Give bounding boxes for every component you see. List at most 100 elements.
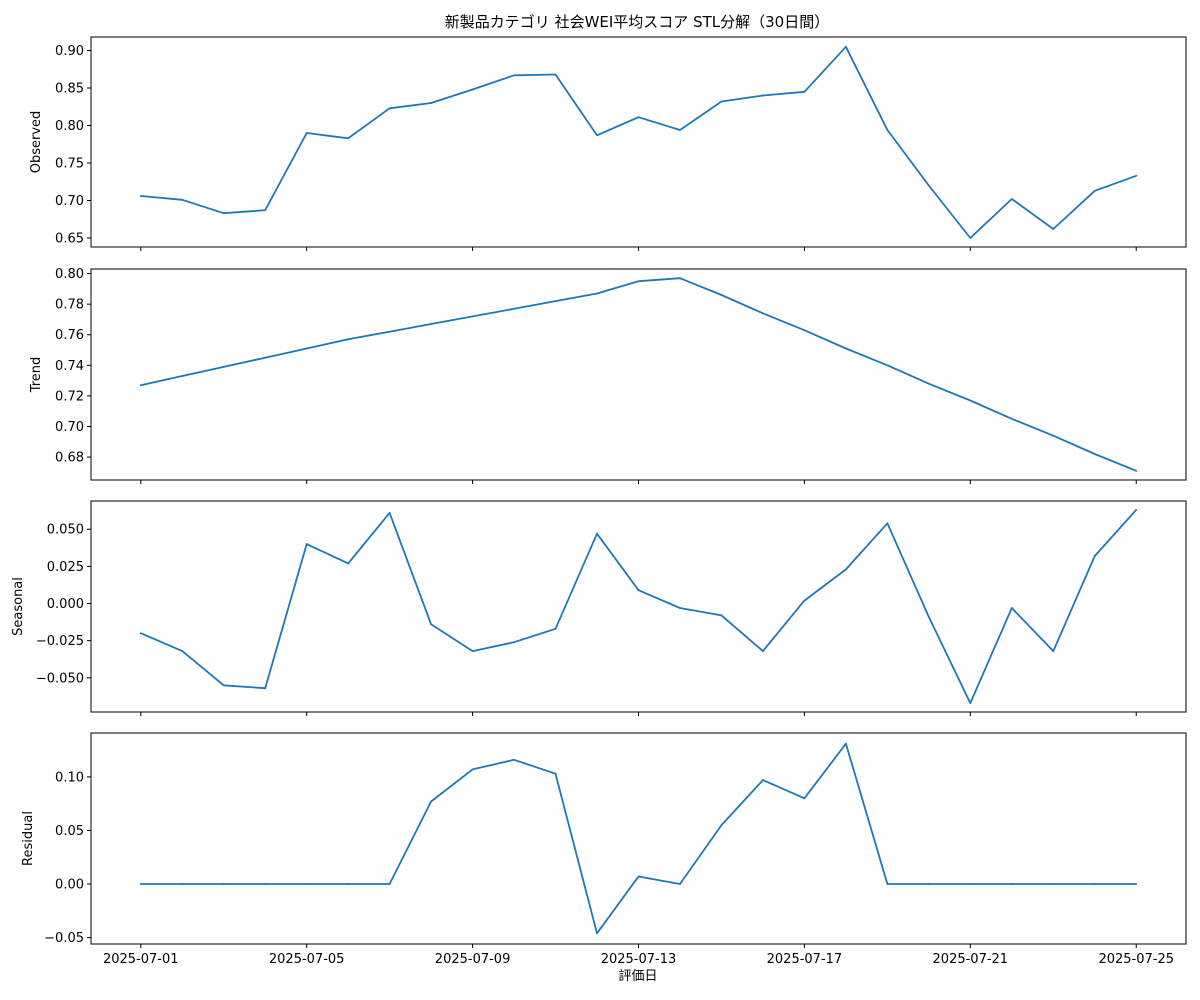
y-tick-label: 0.000 [47, 597, 84, 612]
data-point [803, 329, 806, 332]
x-tick-label: 2025-07-01 [103, 952, 179, 967]
data-point [513, 758, 515, 761]
data-point [803, 90, 806, 93]
data-point [886, 883, 889, 885]
data-point [1135, 509, 1138, 511]
data-point [969, 399, 972, 402]
data-point [554, 772, 557, 775]
data-point [1052, 228, 1055, 230]
data-point [305, 347, 308, 350]
data-point [554, 627, 557, 630]
data-point [720, 294, 723, 296]
data-point [596, 292, 598, 295]
x-tick-label: 2025-07-05 [269, 952, 345, 967]
y-axis-label: Residual [21, 811, 36, 866]
data-point [844, 568, 847, 571]
data-point [1010, 198, 1013, 200]
y-tick-label: 0.70 [55, 194, 84, 209]
data-point [720, 100, 723, 103]
data-point [927, 382, 930, 385]
data-point [471, 88, 474, 91]
y-tick-label: 0.80 [55, 267, 84, 282]
data-point [1052, 650, 1055, 652]
data-point [513, 641, 515, 644]
y-tick-label: 0.74 [55, 359, 84, 374]
y-tick-label: 0.05 [55, 824, 84, 839]
data-point [430, 623, 433, 626]
data-point [1135, 469, 1138, 472]
data-point [264, 209, 267, 212]
data-point [471, 768, 474, 771]
y-tick-label: −0.05 [44, 931, 84, 946]
data-point [139, 195, 142, 197]
data-point [513, 74, 515, 77]
data-point [679, 129, 681, 131]
data-point [388, 511, 391, 514]
data-point [139, 384, 142, 387]
data-point [305, 132, 308, 134]
data-point [430, 800, 433, 803]
y-tick-label: 0.85 [55, 82, 84, 97]
data-point [720, 614, 723, 617]
data-point [222, 212, 225, 215]
data-point [388, 883, 391, 885]
data-point [803, 599, 806, 602]
data-point [596, 532, 598, 535]
data-point [969, 883, 972, 885]
y-tick-label: −0.025 [36, 634, 84, 649]
x-tick-label: 2025-07-17 [767, 952, 843, 967]
data-point [927, 883, 930, 885]
data-point [886, 364, 889, 367]
data-point [844, 45, 847, 48]
data-point [679, 607, 681, 609]
data-point [222, 684, 225, 687]
panel-trend: 0.68 0.70 0.72 0.74 0.76 0.78 0.80 Trend [29, 267, 1187, 484]
data-point [762, 779, 764, 782]
data-point [181, 375, 184, 377]
figure-title: 新製品カテゴリ 社会WEI平均スコア STL分解（30日間） [445, 13, 829, 31]
y-tick-label: 0.050 [47, 523, 84, 538]
data-point [637, 875, 640, 878]
x-tick-label: 2025-07-09 [435, 952, 511, 967]
panel-observed: 0.65 0.70 0.75 0.80 0.85 0.90 Observed [29, 36, 1187, 251]
data-point [1052, 883, 1055, 885]
data-point [886, 129, 889, 131]
x-tick-label: 2025-07-25 [1098, 952, 1174, 967]
data-point [554, 300, 557, 303]
data-point [1135, 883, 1138, 885]
data-point [181, 650, 184, 652]
y-axis-label: Seasonal [11, 577, 26, 636]
data-point [844, 347, 847, 350]
data-point [222, 883, 225, 885]
data-point [264, 883, 267, 885]
data-point [596, 134, 598, 137]
data-point [264, 356, 267, 359]
data-point [222, 365, 225, 368]
data-point [181, 198, 184, 201]
data-point [305, 543, 308, 545]
data-point [471, 650, 474, 652]
data-point [762, 312, 764, 315]
data-point [181, 883, 184, 885]
data-point [927, 616, 930, 618]
data-point [596, 932, 598, 935]
data-point [1052, 434, 1055, 437]
data-point [347, 883, 350, 885]
y-tick-label: −0.050 [36, 671, 84, 686]
y-tick-label: 0.80 [55, 119, 84, 134]
data-point [513, 307, 515, 310]
data-point [927, 184, 930, 187]
data-point [347, 137, 350, 140]
data-point [388, 107, 391, 110]
data-point [1010, 883, 1013, 885]
y-tick-label: 0.76 [55, 328, 84, 343]
data-point [1010, 607, 1013, 609]
y-axis-label: Trend [29, 357, 44, 394]
y-tick-label: 0.65 [55, 232, 84, 247]
data-point [762, 650, 764, 652]
panel-residual: −0.05 0.00 0.05 0.10 2025-07-01 2025-07-05 202… [21, 732, 1187, 967]
y-tick-label: 0.68 [55, 451, 84, 466]
data-point [679, 277, 681, 280]
x-axis-label: 評価日 [618, 969, 657, 984]
x-tick-label: 2025-07-13 [601, 952, 677, 967]
